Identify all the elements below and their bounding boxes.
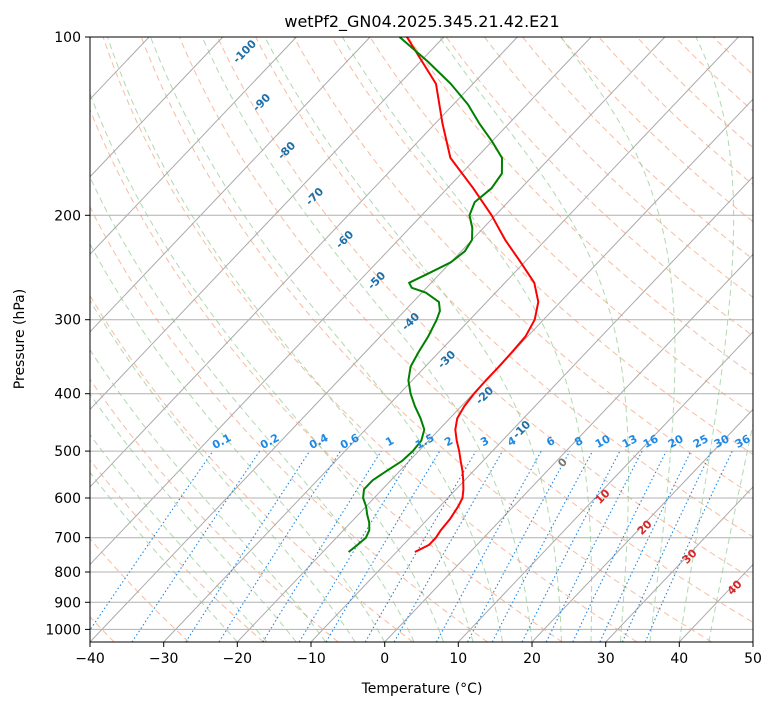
- moist-adiabat-line: [90, 471, 238, 642]
- isotherm-line: [236, 98, 753, 642]
- isotherm-line: [90, 37, 297, 256]
- y-tick-label: 200: [54, 208, 81, 224]
- moist-adiabat-line: [708, 421, 753, 642]
- isotherm-line: [457, 331, 753, 642]
- isotherm-line: [90, 37, 445, 411]
- x-tick-label: 30: [597, 651, 615, 667]
- background-lines: [0, 37, 753, 642]
- temperature-profile-line: [406, 37, 540, 553]
- mixing-ratio-label: 36: [733, 432, 753, 451]
- dry-adiabat-line: [636, 37, 753, 149]
- moist-adiabat-line: [264, 37, 562, 642]
- x-tick-label: 0: [380, 651, 389, 667]
- mixing-ratio-line: [644, 450, 733, 642]
- y-axis-label: Pressure (hPa): [12, 289, 28, 389]
- plot-background: [90, 37, 753, 642]
- dry-adiabat-line: [90, 378, 339, 642]
- dry-adiabat-line: [90, 108, 563, 642]
- x-tick-label: 20: [523, 651, 541, 667]
- moist-adiabat-line: [560, 37, 676, 642]
- moist-adiabat-line: [90, 433, 268, 642]
- isotherm-line: [384, 253, 753, 642]
- isotherm-line: [90, 37, 592, 566]
- moist-adiabat-line: [201, 37, 533, 642]
- x-tick-label: 40: [670, 651, 688, 667]
- x-tick-label: −30: [149, 651, 179, 667]
- chart-title: wetPf2_GN04.2025.345.21.42.E21: [284, 12, 559, 32]
- dry-adiabat-line: [369, 37, 753, 415]
- mixing-ratio-line: [572, 450, 667, 642]
- mixing-ratio-line: [218, 450, 341, 642]
- moist-adiabat-line: [90, 92, 445, 642]
- x-tick-label: −10: [296, 651, 326, 667]
- mixing-ratio-label: 20: [666, 432, 686, 451]
- y-tick-label: 100: [54, 30, 81, 46]
- axis-ticks: −40 −30 −20 −10 0 10 20 30 40 50 100 200 300 400 500 60…: [45, 30, 762, 667]
- y-tick-label: 900: [54, 595, 81, 611]
- isotherm-line: [531, 408, 753, 642]
- dry-adiabat-line: [178, 37, 753, 623]
- isotherm-line: [90, 37, 666, 642]
- y-tick-label: 1000: [45, 622, 81, 638]
- moist-adiabat-line: [150, 37, 503, 642]
- moist-adiabat-line: [90, 243, 386, 642]
- isotherm-line: [90, 37, 518, 488]
- mixing-ratio-label: 13: [620, 432, 640, 451]
- plot-frame: [89, 36, 754, 643]
- isotherm-line: [163, 37, 739, 642]
- isotherm-line: [752, 641, 753, 642]
- y-tick-label: 800: [54, 565, 81, 581]
- mixing-ratio-line: [185, 450, 311, 642]
- isotherm-line: [310, 176, 753, 642]
- mixing-ratio-label: 10: [593, 432, 613, 451]
- isotherm-line: [605, 486, 753, 642]
- x-tick-label: 10: [449, 651, 467, 667]
- mixing-ratio-line: [90, 450, 214, 631]
- x-axis-label: Temperature (°C): [361, 681, 483, 697]
- moist-adiabat-line: [341, 37, 593, 642]
- mixing-ratio-label: 16: [641, 432, 661, 451]
- isotherm-line: [90, 37, 371, 333]
- moist-adiabat-line: [678, 37, 735, 642]
- moist-adiabat-line: [107, 37, 474, 642]
- mixing-ratio-line: [298, 450, 416, 642]
- moist-adiabat-line: [439, 37, 629, 642]
- y-tick-label: 300: [54, 313, 81, 329]
- mixing-ratio-label: 30: [712, 432, 732, 451]
- dry-adiabat-line: [522, 37, 753, 260]
- x-tick-label: 50: [744, 651, 762, 667]
- mixing-ratio-line: [545, 450, 643, 642]
- y-tick-label: 500: [54, 444, 81, 460]
- isotherm-line: [90, 37, 224, 178]
- dry-adiabat-line: [217, 37, 753, 580]
- dewpoint-profile-line: [347, 37, 503, 553]
- x-tick-label: −20: [223, 651, 253, 667]
- dry-adiabat-line: [140, 37, 712, 642]
- moist-adiabat-line: [90, 348, 327, 642]
- dry-adiabat-line: [751, 37, 753, 40]
- dry-adiabat-line: [90, 459, 264, 642]
- isotherm-line: [0, 37, 2, 642]
- mixing-ratio-line: [131, 450, 261, 642]
- y-tick-label: 700: [54, 531, 81, 547]
- dry-adiabat-line: [407, 37, 753, 376]
- dry-adiabat-line: [102, 37, 638, 642]
- dry-adiabat-line: [90, 294, 414, 642]
- x-tick-label: −40: [75, 651, 105, 667]
- mixing-ratio-label: 25: [691, 432, 711, 451]
- mixing-ratio-line: [393, 450, 503, 642]
- mixing-ratio-line: [435, 450, 542, 642]
- moist-adiabat-line: [90, 393, 297, 642]
- y-tick-label: 400: [54, 387, 81, 403]
- data-series: [347, 37, 540, 553]
- mixing-ratio-line: [467, 450, 571, 642]
- mixing-ratio-line: [262, 450, 382, 642]
- dry-adiabat-line: [598, 37, 753, 186]
- y-tick-label: 600: [54, 491, 81, 507]
- dry-adiabat-line: [293, 37, 753, 496]
- dry-adiabat-line: [484, 37, 753, 298]
